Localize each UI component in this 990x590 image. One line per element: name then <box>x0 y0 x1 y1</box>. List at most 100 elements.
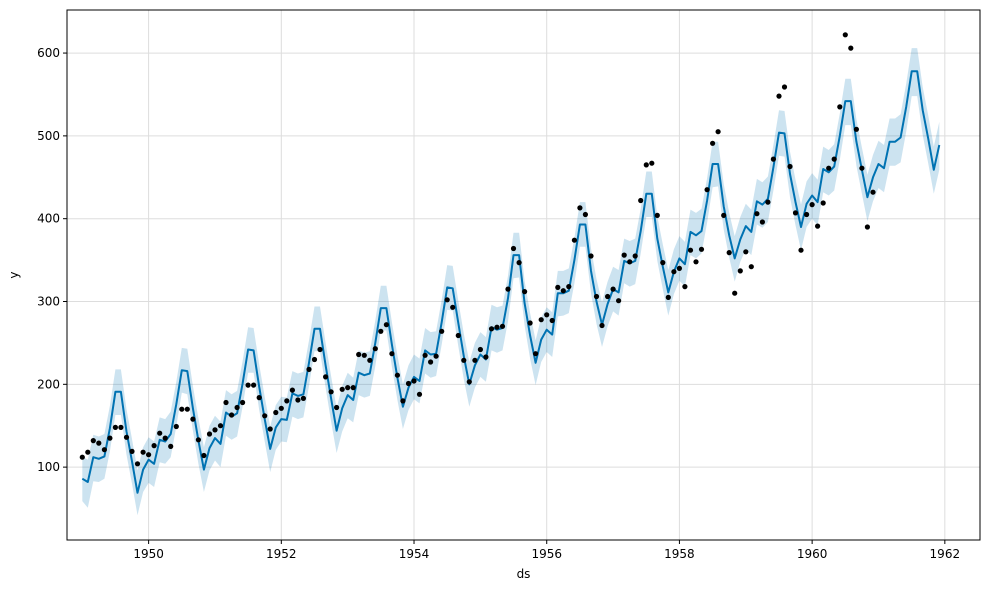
observation-point <box>682 284 688 290</box>
y-tick-label: 400 <box>37 212 60 226</box>
y-axis-ticks: 100 200 300 400 500 600 <box>37 46 67 474</box>
forecast-line-group <box>81 70 941 494</box>
forecast-line <box>81 70 941 494</box>
observation-point <box>455 332 461 339</box>
observation-point <box>289 387 295 393</box>
observation-point <box>737 268 743 274</box>
x-tick-label: 1960 <box>797 547 828 561</box>
observation-point <box>262 413 268 419</box>
y-tick-label: 300 <box>37 295 60 309</box>
observation-point <box>605 293 611 300</box>
observation-point <box>229 412 235 418</box>
observation-point <box>765 199 771 205</box>
observation-point <box>433 353 439 359</box>
observation-point <box>710 140 716 146</box>
grid <box>67 10 980 540</box>
observation-point <box>295 397 301 403</box>
observation-point <box>488 326 495 332</box>
observation-point <box>770 156 777 162</box>
x-tick-label: 1950 <box>133 547 164 561</box>
observation-point <box>90 438 96 444</box>
x-axis-ticks: 1950 1952 1954 1956 1958 1960 1962 <box>133 540 960 561</box>
observation-point <box>593 293 600 300</box>
observation-point <box>660 260 666 266</box>
observation-point <box>693 259 699 265</box>
observation-point <box>356 351 362 358</box>
observation-point <box>588 253 594 259</box>
observation-point <box>157 430 163 436</box>
observation-point <box>411 378 417 384</box>
observation-point <box>146 452 152 458</box>
observation-point <box>472 357 478 363</box>
observation-point <box>743 249 749 255</box>
observation-point <box>842 32 848 38</box>
observation-point <box>549 317 555 324</box>
observation-point <box>566 284 572 290</box>
observation-point <box>190 416 196 422</box>
observation-point <box>571 237 578 243</box>
observation-point <box>134 461 141 467</box>
observation-point <box>439 328 445 334</box>
observation-point <box>522 289 528 295</box>
observation-point <box>781 84 788 90</box>
y-tick-label: 200 <box>37 377 60 391</box>
observation-point <box>168 443 174 449</box>
observation-point <box>400 398 406 404</box>
observation-point <box>560 288 566 294</box>
observation-point <box>627 259 633 265</box>
observation-point <box>610 286 616 292</box>
observation-point <box>748 264 754 270</box>
x-axis-label: ds <box>517 567 531 581</box>
observation-point <box>671 269 677 275</box>
observation-point <box>140 449 146 455</box>
observation-point <box>389 351 395 357</box>
y-axis-label: y <box>7 271 21 278</box>
observation-point <box>96 440 102 446</box>
observation-point <box>367 357 373 363</box>
y-tick-label: 500 <box>37 129 60 143</box>
observation-point <box>405 380 412 387</box>
observation-point <box>317 346 323 353</box>
observation-point <box>311 356 318 363</box>
observation-point <box>776 93 782 99</box>
observation-point <box>123 434 130 440</box>
x-tick-label: 1952 <box>266 547 297 561</box>
observation-point <box>715 129 721 135</box>
observation-point <box>461 357 467 363</box>
observation-point <box>206 431 213 437</box>
observation-point <box>179 406 185 412</box>
observation-point <box>361 352 367 358</box>
observation-point <box>721 212 727 218</box>
observation-point <box>754 211 760 217</box>
observation-point <box>621 252 627 258</box>
observation-point <box>284 398 290 404</box>
observation-point <box>499 323 506 329</box>
observation-point <box>300 395 306 401</box>
observation-point <box>195 437 201 443</box>
observation-point <box>599 322 605 329</box>
observation-point <box>444 297 450 303</box>
observation-point <box>251 382 257 388</box>
observation-point <box>217 423 224 429</box>
observation-points <box>79 32 876 467</box>
observation-point <box>676 265 683 271</box>
observation-point <box>533 351 539 357</box>
observation-point <box>665 294 671 300</box>
observation-point <box>804 211 810 218</box>
observation-point <box>173 423 179 430</box>
observation-point <box>555 284 561 290</box>
observation-point <box>466 379 472 385</box>
observation-point <box>372 346 378 352</box>
observation-point <box>704 187 710 193</box>
x-tick-label: 1954 <box>399 547 430 561</box>
observation-point <box>306 366 312 372</box>
observation-point <box>787 163 793 170</box>
observation-point <box>505 286 511 292</box>
observation-point <box>853 126 860 132</box>
observation-point <box>101 447 107 453</box>
observation-point <box>112 424 118 430</box>
observation-point <box>643 162 649 168</box>
observation-point <box>798 247 804 253</box>
observation-point <box>162 435 168 441</box>
observation-point <box>339 386 345 392</box>
